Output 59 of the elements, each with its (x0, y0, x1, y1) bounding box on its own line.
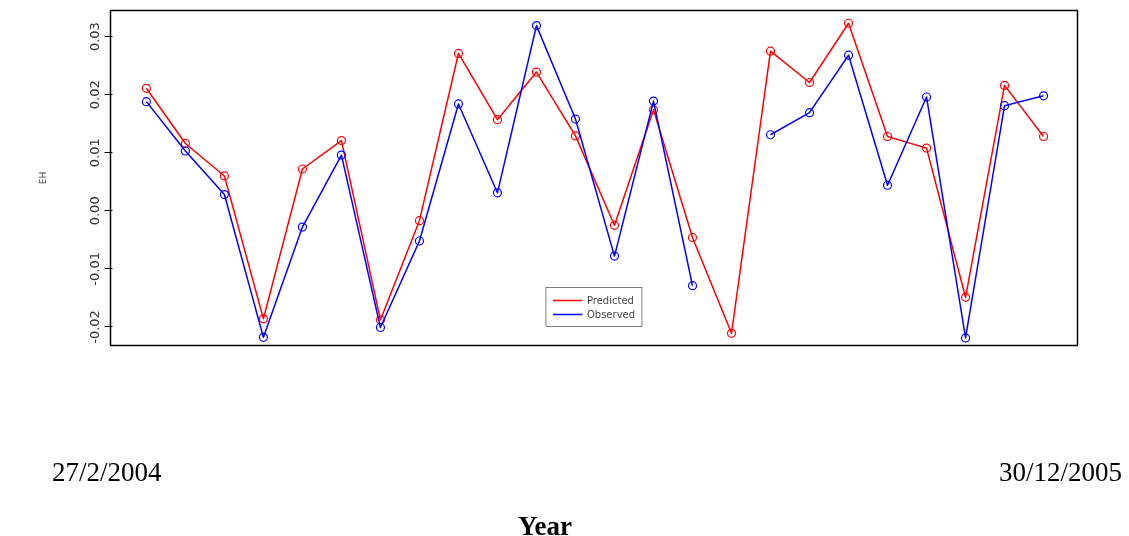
y-tick-label: 0.01 (87, 138, 103, 168)
point (258, 332, 269, 342)
text: 30/12/2005 (998, 456, 1122, 489)
point (1038, 131, 1049, 142)
text: Year (517, 510, 573, 536)
point (141, 97, 151, 107)
point (570, 114, 581, 124)
point (960, 292, 971, 302)
point (999, 101, 1010, 111)
y-tick-label: 0.03 (87, 22, 103, 52)
point (492, 115, 503, 125)
point (1038, 91, 1049, 101)
point (687, 232, 698, 243)
point (414, 216, 425, 226)
point (492, 188, 503, 198)
point (882, 180, 893, 190)
point (219, 189, 229, 200)
point (804, 108, 815, 118)
legend-label: Observed (586, 308, 636, 320)
legend-label: Predicted (586, 294, 634, 306)
point (765, 46, 776, 56)
point (453, 48, 464, 59)
text: 27/2/2004 (52, 456, 162, 489)
point (882, 131, 893, 142)
point (960, 333, 971, 343)
point (921, 143, 932, 153)
point (531, 21, 542, 31)
point (180, 146, 190, 156)
point (687, 281, 698, 291)
point (297, 222, 308, 232)
point (609, 220, 620, 230)
point (999, 80, 1010, 90)
point (843, 50, 854, 60)
point (375, 315, 386, 325)
point (336, 150, 347, 160)
point (726, 328, 737, 338)
point (648, 105, 659, 115)
point (843, 18, 854, 28)
point (531, 67, 542, 77)
point (180, 138, 190, 149)
point (453, 99, 464, 109)
y-tick-label: -0.02 (87, 310, 103, 344)
point (141, 83, 151, 93)
point (219, 171, 229, 181)
point (297, 164, 308, 174)
point (609, 251, 620, 261)
y-tick-label: 0.00 (87, 196, 103, 226)
point (648, 96, 659, 106)
point (375, 322, 386, 333)
point (765, 130, 776, 140)
point (570, 131, 581, 141)
point (258, 314, 269, 324)
point (414, 236, 425, 246)
point (921, 92, 932, 102)
point (804, 77, 815, 88)
y-axis-title: EH (37, 171, 48, 185)
y-tick-label: 0.02 (87, 80, 103, 110)
y-tick-label: -0.01 (87, 252, 103, 286)
point (336, 135, 347, 146)
